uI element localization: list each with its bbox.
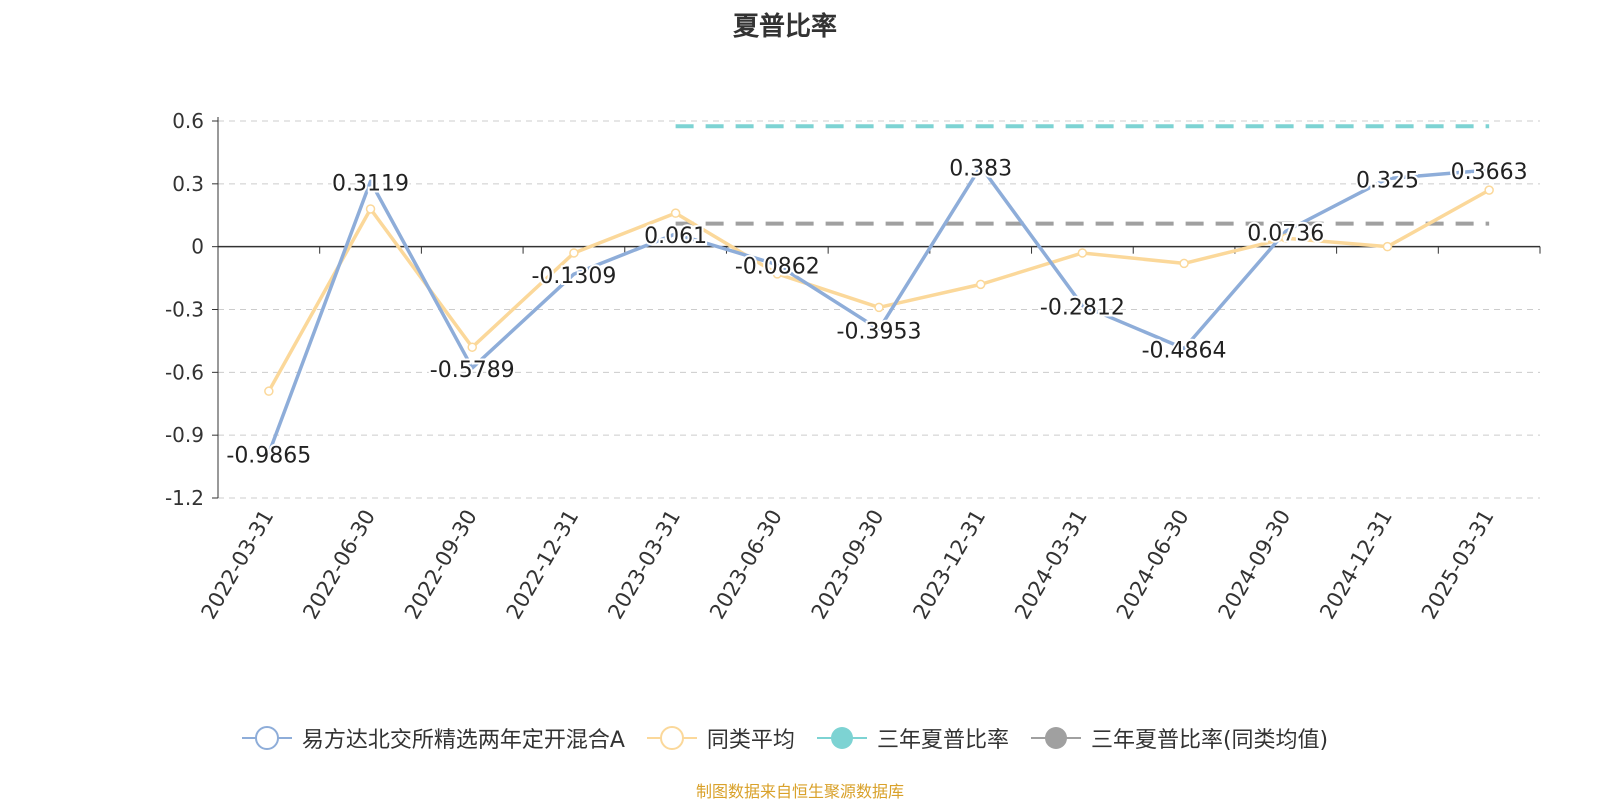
source-note: 制图数据来自恒生聚源数据库 [695,782,904,801]
y-tick-label: 0 [191,235,204,259]
legend-item-fund[interactable]: 易方达北交所精选两年定开混合A [241,722,625,754]
data-point [365,204,376,214]
y-tick-label: 0.3 [172,172,204,196]
legend-label-fund: 易方达北交所精选两年定开混合A [301,728,625,753]
data-point [467,342,477,352]
data-label: 0.061 [644,224,707,249]
data-point [1281,233,1291,244]
y-tick-label: -0.6 [165,360,204,384]
chart-title: 夏普比率 [732,12,837,42]
x-tick-label: 2024-09-30 [1213,506,1295,624]
data-label: -0.4864 [1142,339,1227,364]
x-tick-label: 2022-09-30 [400,506,482,624]
data-point [1382,241,1393,252]
data-point [874,302,884,313]
x-tick-label: 2024-12-31 [1315,506,1397,624]
data-point [1484,185,1494,195]
legend: 易方达北交所精选两年定开混合A 同类平均 三年夏普比率 三年夏普比率(同类均值) [0,722,1570,754]
data-label: -0.1309 [531,264,616,289]
legend-item-3y-sharpe[interactable]: 三年夏普比率 [816,722,1009,754]
data-label: 0.3119 [332,171,409,196]
legend-label-3y-sharpe: 三年夏普比率 [876,728,1009,753]
legend-item-3y-sharpe-peer[interactable]: 三年夏普比率(同类均值) [1030,722,1329,754]
data-labels: -0.9865 0.3119 -0.5789 -0.1309 0.061 -0.0862 -… [224,154,1529,470]
data-label: 0.383 [949,156,1012,181]
data-label: -0.3953 [837,319,922,344]
data-point [772,269,783,279]
legend-symbol-peer-average [646,726,697,750]
legend-item-peer-average[interactable]: 同类平均 [646,722,795,754]
x-tick-label: 2022-12-31 [502,506,584,624]
legend-symbol-3y-sharpe [816,727,867,749]
y-tick-label: 0.6 [172,109,204,133]
data-point [1077,248,1088,258]
data-point [569,248,579,258]
data-label: 0.325 [1356,169,1419,194]
data-label: -0.5789 [430,358,515,383]
legend-symbol-3y-sharpe-peer [1030,727,1081,749]
legend-symbol-fund [241,726,292,750]
x-tick-label: 2022-03-31 [197,506,279,624]
data-label: -0.2812 [1040,296,1125,321]
series-line-fund [267,164,1490,454]
data-points [264,185,1494,396]
y-tick-label: -1.2 [165,486,204,510]
x-tick-label: 2023-03-31 [603,506,685,624]
data-label: -0.0862 [735,255,820,280]
data-label: -0.9865 [226,443,311,468]
data-label: 0.3663 [1451,160,1528,185]
data-point [670,208,681,218]
x-tick-label: 2025-03-31 [1417,506,1499,624]
data-point [975,279,986,290]
reference-lines [675,124,1490,226]
legend-label-3y-sharpe-peer: 三年夏普比率(同类均值) [1090,728,1329,753]
x-tick-label: 2024-03-31 [1010,506,1092,624]
legend-label-peer-average: 同类平均 [706,728,795,753]
x-tick-label: 2024-06-30 [1112,506,1194,624]
data-label: 0.0736 [1247,221,1324,246]
data-point [264,386,274,396]
x-tick-label: 2022-06-30 [298,506,380,624]
data-point [1179,258,1189,269]
x-tick-label: 2023-06-30 [705,506,787,624]
x-tick-label: 2023-12-31 [908,506,990,624]
y-tick-label: -0.3 [165,298,204,322]
x-tick-label: 2023-09-30 [807,506,889,624]
y-tick-label: -0.9 [165,423,204,447]
